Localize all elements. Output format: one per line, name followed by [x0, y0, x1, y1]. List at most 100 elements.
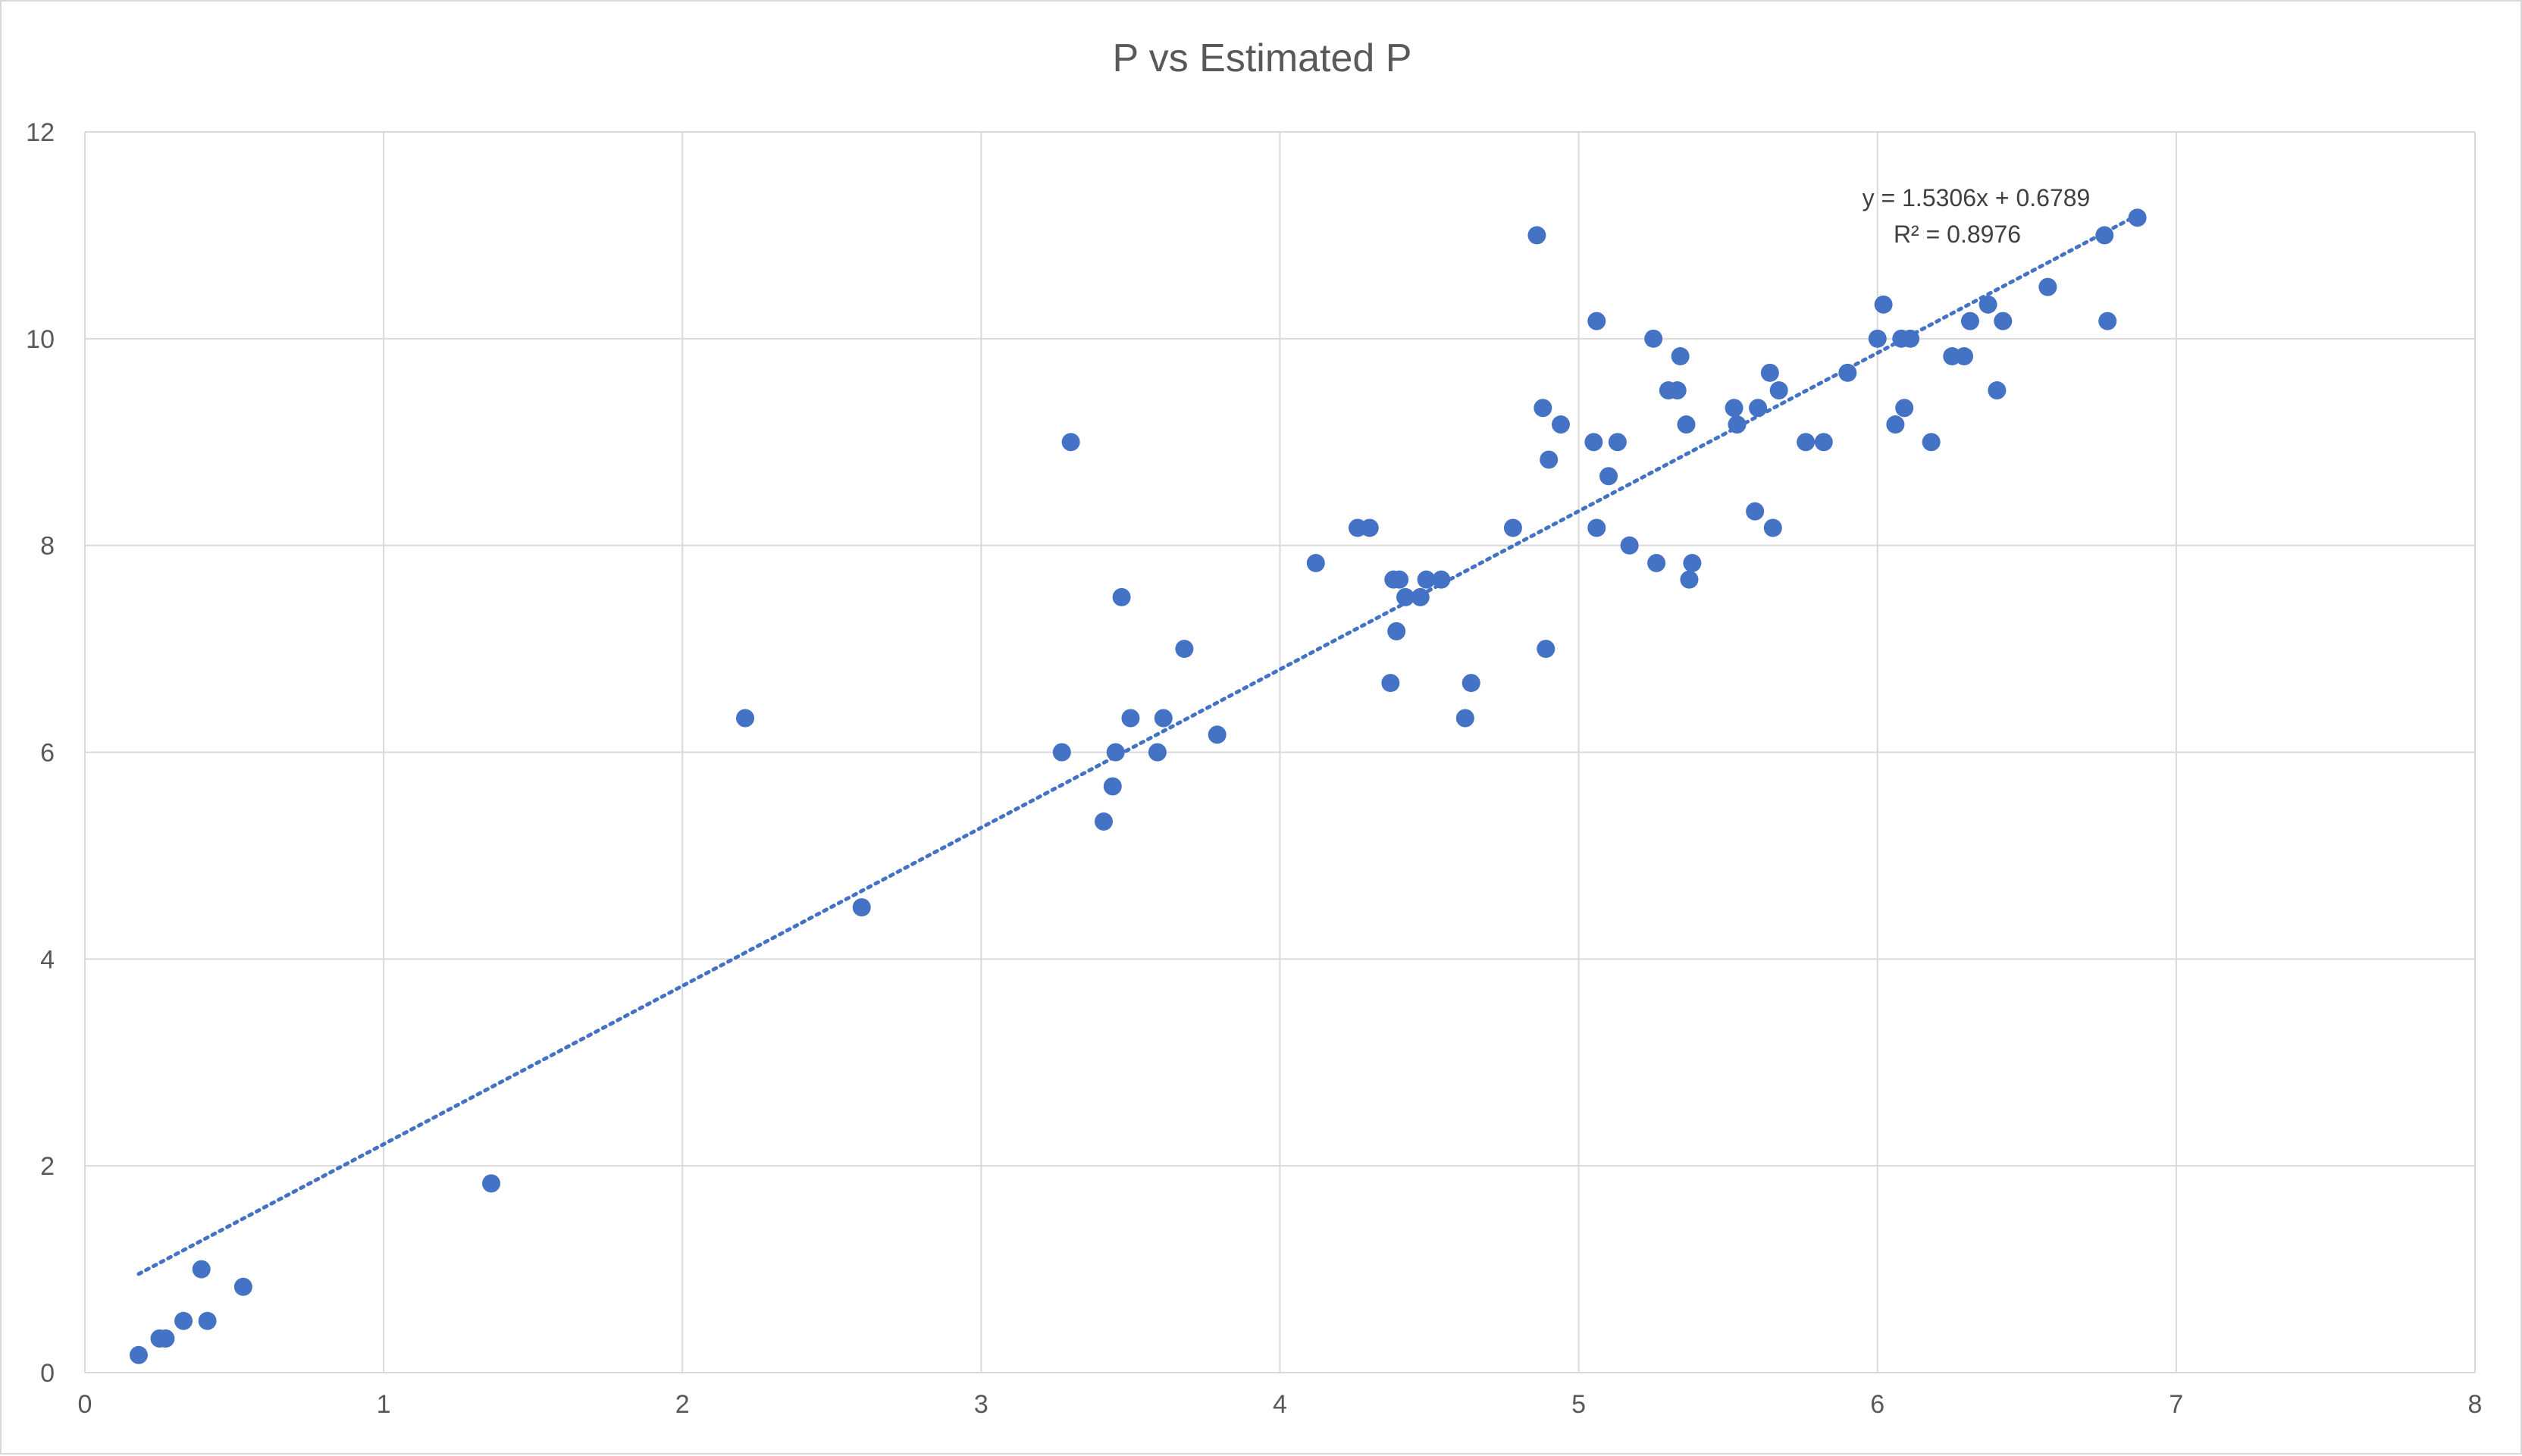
data-point — [1797, 433, 1816, 452]
y-tick-label: 4 — [40, 945, 55, 974]
x-tick-label: 5 — [1571, 1390, 1586, 1419]
x-tick-label: 2 — [675, 1390, 690, 1419]
data-point — [1360, 518, 1379, 537]
data-point — [1874, 295, 1893, 314]
data-point — [1208, 725, 1227, 744]
x-tick-label: 7 — [2169, 1390, 2183, 1419]
data-point — [1175, 640, 1194, 659]
x-tick-label: 1 — [377, 1390, 391, 1419]
data-point — [1644, 329, 1663, 348]
x-tick-label: 3 — [974, 1390, 988, 1419]
data-point — [1540, 450, 1559, 469]
data-point — [1955, 347, 1974, 366]
chart-title: P vs Estimated P — [1113, 36, 1412, 80]
data-point — [2095, 226, 2114, 245]
data-point — [1680, 570, 1699, 589]
data-point — [1725, 399, 1743, 418]
data-point — [1112, 587, 1131, 606]
data-point — [1960, 312, 1979, 330]
data-point — [2038, 277, 2057, 296]
data-point — [2098, 312, 2117, 330]
data-point — [1763, 518, 1782, 537]
data-point — [1381, 674, 1400, 693]
data-point — [129, 1345, 148, 1364]
data-point — [1599, 467, 1618, 486]
data-point — [1455, 709, 1474, 728]
y-tick-label: 2 — [40, 1152, 55, 1181]
data-point — [1978, 295, 1997, 314]
data-point — [1534, 399, 1552, 418]
x-tick-label: 0 — [78, 1390, 92, 1419]
data-point — [1432, 570, 1451, 589]
data-point — [1760, 363, 1779, 382]
data-point — [1746, 502, 1765, 521]
data-point — [1994, 312, 2013, 330]
data-point — [1671, 347, 1690, 366]
data-point — [1462, 674, 1480, 693]
data-point — [482, 1174, 501, 1193]
data-point — [1895, 399, 1914, 418]
data-point — [1749, 399, 1768, 418]
data-point — [1814, 433, 1833, 452]
trendline-r-squared: R² = 0.8976 — [1894, 221, 2021, 248]
data-point — [174, 1311, 193, 1330]
y-tick-label: 8 — [40, 532, 55, 561]
data-points — [129, 208, 2147, 1364]
data-point — [1527, 226, 1546, 245]
data-point — [1647, 553, 1666, 572]
x-tick-label: 8 — [2468, 1390, 2483, 1419]
data-point — [1103, 777, 1122, 796]
data-point — [1306, 553, 1325, 572]
data-point — [156, 1329, 175, 1348]
data-point — [1886, 415, 1905, 434]
data-point — [1551, 415, 1570, 434]
grid-layer — [84, 131, 2476, 1373]
data-point — [1417, 570, 1436, 589]
trendline-layer — [136, 213, 2140, 1276]
data-point — [1728, 415, 1747, 434]
data-point — [1503, 518, 1522, 537]
data-point — [1584, 433, 1603, 452]
data-point — [1061, 433, 1080, 452]
data-point — [852, 898, 871, 917]
data-point — [1683, 553, 1702, 572]
data-point — [1668, 381, 1687, 400]
data-point — [1587, 518, 1606, 537]
data-point — [1922, 433, 1941, 452]
data-point — [1587, 312, 1606, 330]
data-point — [1154, 709, 1173, 728]
data-point — [1838, 363, 1857, 382]
data-point — [1988, 381, 2007, 400]
data-point — [1121, 709, 1140, 728]
y-tick-label: 10 — [26, 325, 55, 354]
data-point — [1106, 743, 1125, 762]
data-point — [1052, 743, 1071, 762]
trendline-equation: y = 1.5306x + 0.6789 — [1863, 184, 2091, 211]
data-point — [2128, 208, 2147, 227]
data-point — [1396, 587, 1415, 606]
trendline — [136, 213, 2140, 1276]
data-point — [736, 709, 755, 728]
x-tick-label: 4 — [1273, 1390, 1287, 1419]
data-point — [1901, 329, 1920, 348]
y-tick-label: 0 — [40, 1359, 55, 1388]
data-point — [1868, 329, 1887, 348]
data-point — [1620, 536, 1639, 555]
data-point — [198, 1311, 217, 1330]
data-point — [1387, 622, 1406, 640]
data-point — [1148, 743, 1167, 762]
data-point — [1677, 415, 1696, 434]
data-point — [1537, 640, 1555, 659]
x-tick-label: 6 — [1870, 1390, 1884, 1419]
y-tick-label: 6 — [40, 739, 55, 768]
data-point — [1094, 812, 1113, 831]
data-point — [192, 1260, 211, 1279]
data-point — [1390, 570, 1409, 589]
data-point — [1411, 587, 1430, 606]
data-point — [1769, 381, 1788, 400]
data-point — [233, 1277, 252, 1296]
data-point — [1608, 433, 1627, 452]
y-tick-label: 12 — [26, 118, 55, 147]
